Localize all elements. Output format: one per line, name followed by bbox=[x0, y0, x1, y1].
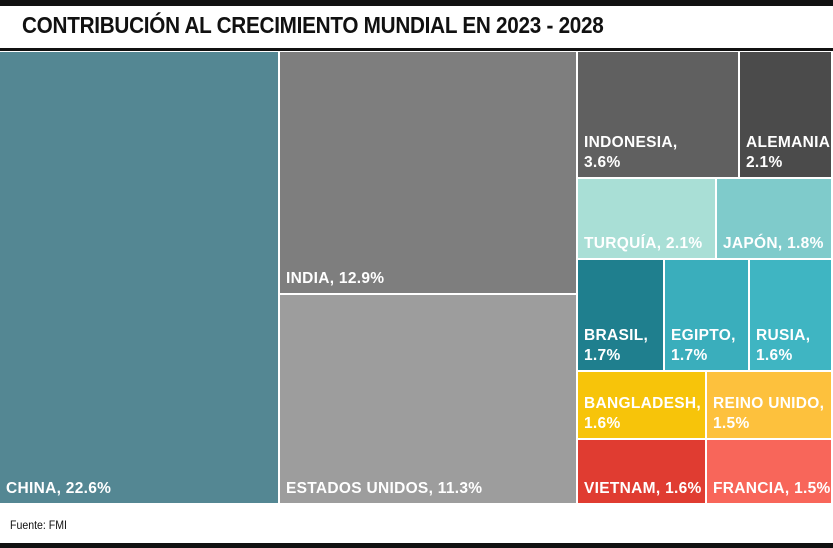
tile-label: JAPÓN, 1.8% bbox=[723, 234, 827, 254]
tile-name: FRANCIA, bbox=[713, 480, 790, 497]
tile-value: 2.1% bbox=[665, 235, 703, 252]
tile-label-line: CHINA, 22.6% bbox=[6, 479, 274, 499]
tile-indonesia: INDONESIA, 3.6% bbox=[578, 52, 740, 179]
tile-name: CHINA, bbox=[6, 480, 62, 497]
tile-label: BANGLADESH, 1.6% bbox=[584, 394, 701, 434]
chart-title: CONTRIBUCIÓN AL CRECIMIENTO MUNDIAL EN 2… bbox=[22, 12, 604, 38]
tile-label-line: INDIA, 12.9% bbox=[286, 269, 572, 289]
title-underline bbox=[0, 48, 833, 51]
tile-value: 22.6% bbox=[65, 480, 112, 497]
tile-label: ALEMANIA, 2.1% bbox=[746, 133, 833, 173]
tile-value: 1.6% bbox=[665, 480, 702, 497]
tile-japón: JAPÓN, 1.8% bbox=[717, 179, 833, 260]
tile-value: 3.6% bbox=[584, 154, 621, 171]
tile-value: 1.5% bbox=[713, 415, 750, 432]
tile-label: CHINA, 22.6% bbox=[6, 479, 274, 499]
tile-brasil: BRASIL, 1.7% bbox=[578, 260, 665, 372]
tile-label: VIETNAM, 1.6% bbox=[584, 479, 701, 499]
bottom-rule bbox=[0, 543, 833, 548]
tile-value: 2.1% bbox=[746, 154, 783, 171]
tile-label: EGIPTO, 1.7% bbox=[671, 326, 744, 366]
tile-label: REINO UNIDO, 1.5% bbox=[713, 394, 827, 434]
tile-reino-unido: REINO UNIDO, 1.5% bbox=[707, 372, 833, 440]
tile-estados-unidos: ESTADOS UNIDOS, 11.3% bbox=[280, 295, 578, 505]
tile-name: VIETNAM, bbox=[584, 480, 661, 497]
tile-label: INDIA, 12.9% bbox=[286, 269, 572, 289]
tile-label-line: TURQUÍA, 2.1% bbox=[584, 234, 711, 254]
tile-label-line: VIETNAM, 1.6% bbox=[584, 479, 701, 499]
tile-value: 11.3% bbox=[437, 480, 483, 497]
tile-name: BRASIL, bbox=[584, 327, 649, 344]
tile-name: INDONESIA, bbox=[584, 134, 678, 151]
tile-name: REINO UNIDO, bbox=[713, 395, 825, 412]
tile-label: ESTADOS UNIDOS, 11.3% bbox=[286, 479, 572, 499]
tile-china: CHINA, 22.6% bbox=[0, 52, 280, 505]
tile-name: BANGLADESH, bbox=[584, 395, 701, 412]
tile-value: 1.6% bbox=[756, 347, 793, 364]
tile-label: TURQUÍA, 2.1% bbox=[584, 234, 711, 254]
tile-bangladesh: BANGLADESH, 1.6% bbox=[578, 372, 707, 440]
tile-name: RUSIA, bbox=[756, 327, 811, 344]
tile-label-line: FRANCIA, 1.5% bbox=[713, 479, 830, 499]
tile-value: 1.7% bbox=[671, 347, 708, 364]
tile-value: 1.7% bbox=[584, 347, 621, 364]
tile-alemania: ALEMANIA, 2.1% bbox=[740, 52, 833, 179]
tile-india: INDIA, 12.9% bbox=[280, 52, 578, 295]
tile-egipto: EGIPTO, 1.7% bbox=[665, 260, 750, 372]
tile-value: 1.8% bbox=[787, 235, 824, 252]
tile-name: INDIA, bbox=[286, 270, 335, 287]
tile-value: 1.6% bbox=[584, 415, 621, 432]
tile-label: BRASIL, 1.7% bbox=[584, 326, 659, 366]
tile-name: ALEMANIA, bbox=[746, 134, 833, 151]
tile-value: 1.5% bbox=[794, 480, 831, 497]
tile-name: TURQUÍA, bbox=[584, 235, 662, 252]
tile-turquía: TURQUÍA, 2.1% bbox=[578, 179, 717, 260]
tile-label-line: JAPÓN, 1.8% bbox=[723, 234, 827, 254]
source-note: Fuente: FMI bbox=[10, 518, 67, 532]
treemap: CHINA, 22.6% INDIA, 12.9% ESTADOS UNIDOS, … bbox=[0, 52, 833, 505]
tile-rusia: RUSIA, 1.6% bbox=[750, 260, 833, 372]
tile-vietnam: VIETNAM, 1.6% bbox=[578, 440, 707, 505]
tile-value: 12.9% bbox=[338, 270, 385, 287]
tile-label: FRANCIA, 1.5% bbox=[713, 479, 830, 499]
tile-francia: FRANCIA, 1.5% bbox=[707, 440, 833, 505]
tile-name: EGIPTO, bbox=[671, 327, 736, 344]
tile-name: JAPÓN, bbox=[723, 235, 783, 252]
tile-label: INDONESIA, 3.6% bbox=[584, 133, 734, 173]
top-rule bbox=[0, 0, 833, 6]
tile-label-line: ESTADOS UNIDOS, 11.3% bbox=[286, 479, 572, 499]
tile-name: ESTADOS UNIDOS, bbox=[286, 480, 434, 497]
tile-label: RUSIA, 1.6% bbox=[756, 326, 827, 366]
